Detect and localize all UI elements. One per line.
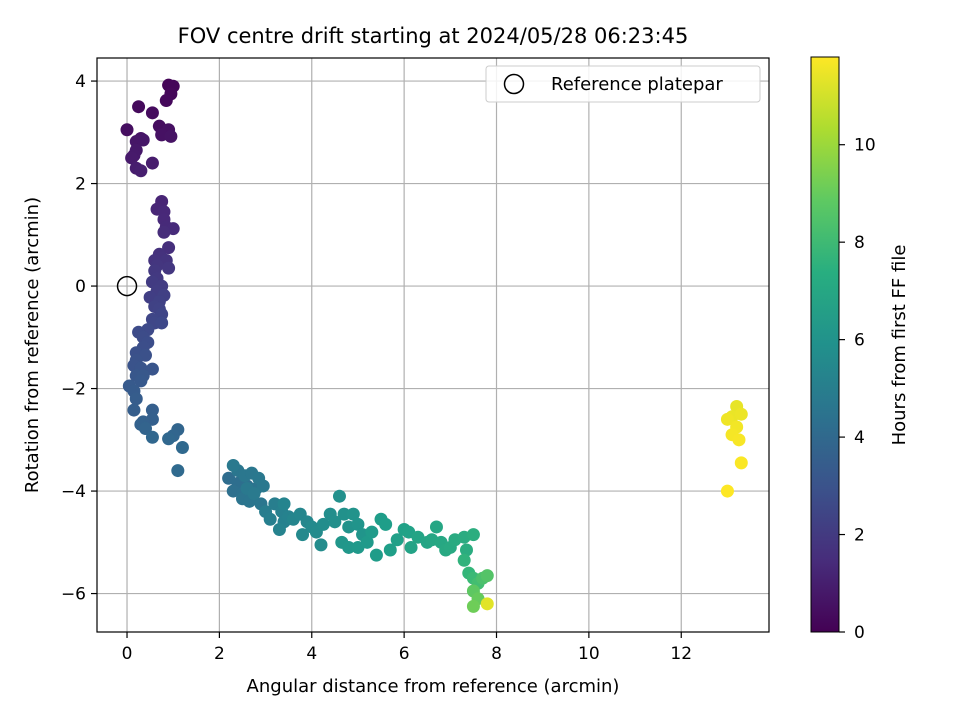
colorbar-tick-label: 8 [854,233,865,253]
scatter-point [390,533,404,547]
scatter-point [127,403,141,417]
scatter-point [383,543,397,557]
scatter-point [145,430,159,444]
colorbar-label: Hours from first FF file [889,245,910,446]
colorbar-tick-label: 0 [854,623,865,643]
scatter-point [466,528,480,542]
scatter-point [263,512,277,526]
scatter-point [314,538,328,552]
scatter-point [429,520,443,534]
legend: Reference platepar [485,65,761,103]
scatter-point [404,540,418,554]
scatter-points [120,78,748,613]
scatter-point [136,133,150,147]
scatter-point [360,535,374,549]
scatter-point [145,403,159,417]
x-tick-label: 2 [214,644,225,664]
x-tick-label: 12 [670,644,692,664]
scatter-point [466,599,480,613]
scatter-point [159,94,173,108]
scatter-point [337,507,351,521]
scatter-point [125,151,139,165]
scatter-point [145,362,159,376]
scatter-point [732,433,746,447]
scatter-point [379,517,393,531]
x-tick-label: 10 [578,644,600,664]
scatter-point [145,106,159,120]
scatter-point [129,392,143,406]
scatter-point [120,123,134,137]
scatter-point [134,164,148,178]
scatter-point [351,517,365,531]
scatter-point [134,374,148,388]
scatter-point [171,464,185,478]
scatter-point [247,487,261,501]
scatter-point [157,225,171,239]
scatter-point [175,441,189,454]
plot-frame [96,57,770,633]
chart-title: FOV centre drift starting at 2024/05/28 … [178,24,689,48]
y-tick-label: −2 [61,380,86,400]
scatter-point [277,497,291,511]
legend-box [485,65,761,103]
scatter-point [346,507,360,521]
scatter-point [256,479,270,493]
scatter-point [328,515,342,529]
x-tick-label: 0 [122,644,133,664]
colorbar: 0 2 4 6 8 10 Hours from first FF file [810,56,910,643]
colorbar-tick-label: 10 [854,136,876,156]
scatter-point [720,484,734,498]
y-tick-label: 4 [75,72,86,92]
reference-platepar-marker [116,275,138,297]
scatter-point [272,523,286,536]
scatter-point [365,525,379,539]
scatter-point [164,129,178,143]
scatter-point [138,422,152,436]
legend-marker-icon [503,73,525,95]
scatter-point [459,543,473,557]
scatter-point [145,156,159,170]
scatter-point [369,548,383,562]
x-tick-label: 8 [491,644,502,664]
scatter-point [162,432,176,446]
y-tick-label: −6 [61,585,86,605]
colorbar-gradient [810,56,840,633]
x-axis: 0 2 4 6 8 10 12 [122,632,692,664]
scatter-point [480,569,494,583]
scatter-point [155,316,169,330]
scatter-point [342,540,356,554]
y-tick-label: 2 [75,175,86,195]
scatter-point [226,458,240,472]
y-axis-label: Rotation from reference (arcmin) [22,197,43,493]
scatter-point [720,412,734,426]
colorbar-tick-label: 4 [854,428,865,448]
y-axis: −6 −4 −2 0 2 4 [61,72,97,605]
scatter-point [162,261,176,275]
scatter-point [734,407,748,421]
legend-entry-label: Reference platepar [551,74,723,95]
x-tick-label: 6 [399,644,410,664]
scatter-point [734,456,748,470]
colorbar-tick-label: 6 [854,331,865,351]
x-tick-label: 4 [306,644,317,664]
scatter-point [332,489,346,503]
scatter-point [480,597,494,611]
scatter-point [316,517,330,531]
scatter-point [296,528,310,542]
y-tick-label: −4 [61,482,86,502]
y-tick-label: 0 [75,277,86,297]
x-axis-label: Angular distance from reference (arcmin) [247,676,620,697]
colorbar-tick-label: 2 [854,526,865,546]
scatter-point [457,553,471,567]
scatter-point [132,100,146,114]
plot-area [96,57,770,633]
scatter-point [162,241,176,255]
colorbar-ticks: 0 2 4 6 8 10 [839,136,876,643]
